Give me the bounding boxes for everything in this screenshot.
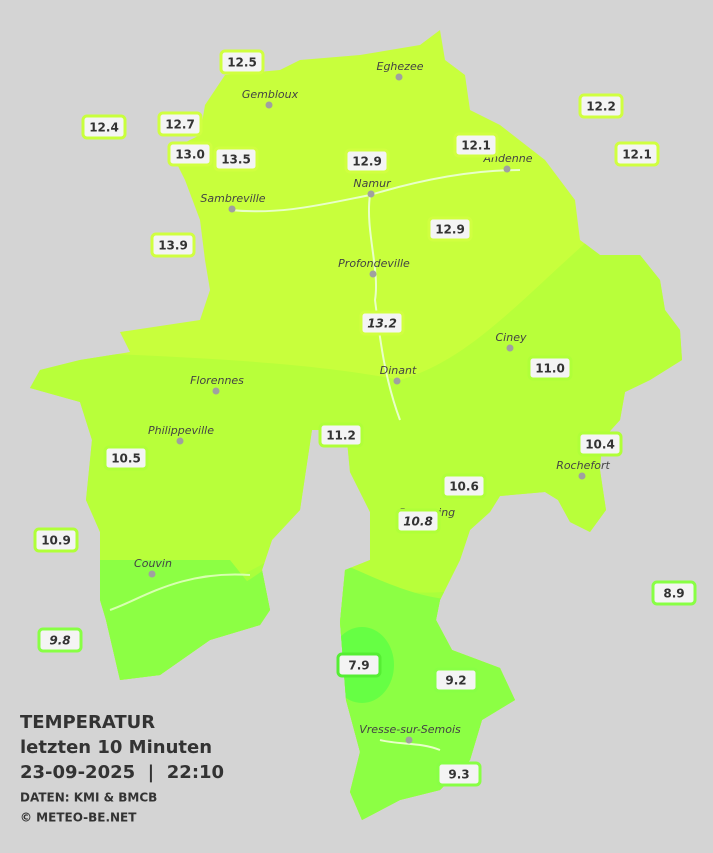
station-box — [651, 580, 697, 606]
station-value: 12.9 — [435, 223, 465, 237]
city-label: Eghezee — [377, 60, 424, 73]
city-label: Rochefort — [556, 459, 610, 472]
station-box — [578, 93, 624, 119]
station-value: 13.9 — [158, 239, 188, 253]
station-box — [433, 667, 479, 693]
station-value: 12.5 — [227, 56, 257, 70]
city-label: Vresse-sur-Semois — [359, 723, 461, 736]
city-label: Sambreville — [200, 192, 265, 205]
city-dot — [506, 344, 514, 352]
station-value: 10.5 — [111, 452, 141, 466]
station-value: 13.0 — [175, 148, 205, 162]
city-dot — [395, 73, 403, 81]
source: DATEN: KMI & BMCB — [20, 791, 157, 805]
station-value: 11.2 — [326, 429, 356, 443]
station-value: 12.1 — [461, 139, 491, 153]
city-dot — [265, 101, 273, 109]
station-box — [167, 141, 213, 167]
station-box — [527, 355, 573, 381]
copyright: © METEO-BE.NET — [20, 811, 137, 825]
station-value: 12.2 — [586, 100, 616, 114]
station-box — [81, 114, 127, 140]
city-label: Profondeville — [338, 257, 410, 270]
station-box — [336, 652, 382, 678]
station-box — [453, 132, 499, 158]
station-value: 12.9 — [352, 155, 382, 169]
city-dot — [228, 205, 236, 213]
station-box — [33, 527, 79, 553]
city-dot — [212, 387, 220, 395]
station-value: 7.9 — [348, 659, 369, 673]
station-value: 13.5 — [221, 153, 251, 167]
city-dot — [176, 437, 184, 445]
station-value: 9.3 — [448, 768, 469, 782]
station-value: 8.9 — [663, 587, 684, 601]
station-value: 9.2 — [445, 674, 466, 688]
station-box — [436, 761, 482, 787]
city-dot — [393, 377, 401, 385]
station-box — [219, 49, 265, 75]
station-value: 12.4 — [89, 121, 119, 135]
subtitle: letzten 10 Minuten — [20, 737, 212, 758]
city-dot — [369, 270, 377, 278]
station-value: 10.6 — [449, 480, 479, 494]
city-label: Namur — [353, 177, 392, 190]
datetime: 23-09-2025 | 22:10 — [20, 762, 224, 783]
city-dot — [367, 190, 375, 198]
city-label: Dinant — [380, 364, 417, 377]
station-box — [157, 111, 203, 137]
station-value: 13.2 — [367, 317, 397, 331]
city-label: Ciney — [496, 331, 527, 344]
station-box — [441, 473, 487, 499]
city-label: Florennes — [190, 374, 244, 387]
station-box — [395, 508, 441, 534]
station-box — [614, 141, 660, 167]
station-value: 11.0 — [535, 362, 565, 376]
city-dot — [503, 165, 511, 173]
station-value: 12.1 — [622, 148, 652, 162]
station-box — [150, 232, 196, 258]
station-box — [577, 431, 623, 457]
station-box — [427, 216, 473, 242]
station-value: 10.4 — [585, 438, 615, 452]
station-value: 10.8 — [403, 515, 433, 529]
station-box — [318, 422, 364, 448]
station-box — [359, 310, 405, 336]
station-value: 10.9 — [41, 534, 71, 548]
city-dot — [405, 736, 413, 744]
station-box — [344, 148, 390, 174]
title: TEMPERATUR — [20, 712, 155, 733]
station-value: 12.7 — [165, 118, 195, 132]
station-box — [213, 146, 259, 172]
station-box — [103, 445, 149, 471]
city-label: Philippeville — [148, 424, 214, 437]
station-box — [37, 627, 83, 653]
city-label: Couvin — [134, 557, 172, 570]
river — [109, 573, 251, 611]
city-dot — [148, 570, 156, 578]
city-dot — [578, 472, 586, 480]
city-label: Gembloux — [242, 88, 299, 101]
station-value: 9.8 — [49, 634, 70, 648]
